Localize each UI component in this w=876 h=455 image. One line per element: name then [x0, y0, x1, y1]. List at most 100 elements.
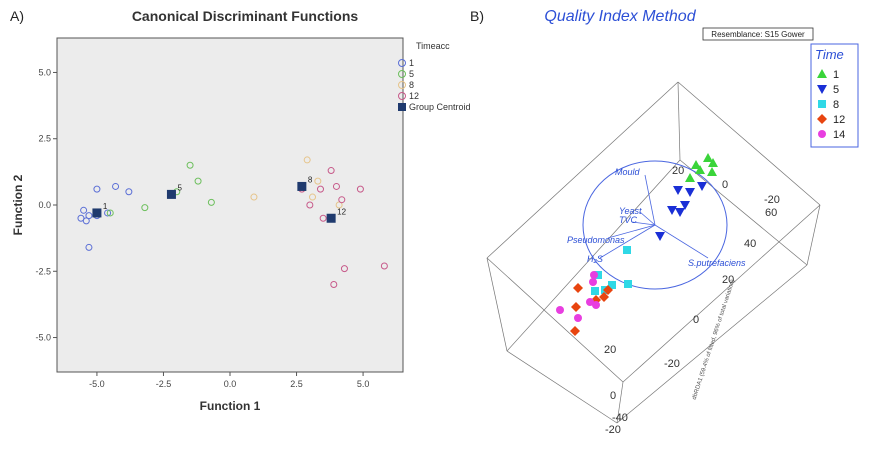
tick-label: 60	[765, 207, 777, 219]
data-markers	[556, 153, 718, 336]
centroid-label: 5	[177, 183, 182, 192]
legend-marker	[398, 59, 406, 67]
data-point-time-5	[141, 204, 149, 212]
tick-label: -20	[664, 358, 680, 370]
x-tick-label: -5.0	[89, 379, 105, 389]
data-marker-time-12	[570, 326, 580, 336]
x-tick-label: 5.0	[357, 379, 370, 389]
data-marker-time-12	[571, 302, 581, 312]
tick-label: 40	[744, 238, 756, 250]
x-axis-title: Function 1	[200, 399, 261, 413]
data-point-time-8	[335, 201, 343, 209]
data-marker-time-14	[586, 298, 594, 306]
legend-marker	[398, 92, 406, 100]
data-marker-time-8	[623, 246, 631, 254]
tick-label: -20	[605, 424, 621, 436]
legend-marker	[398, 81, 406, 89]
data-point-time-1	[104, 209, 112, 217]
data-point-time-12	[340, 265, 348, 273]
data-points	[77, 156, 388, 289]
legend-marker	[817, 114, 827, 124]
data-marker-time-8	[608, 281, 616, 289]
vector-label-tvc: TVC	[619, 215, 638, 225]
y-tick-label: -5.0	[35, 333, 51, 343]
qim-title: Quality Index Method	[544, 8, 696, 25]
data-point-time-12	[306, 201, 314, 209]
data-marker-time-12	[603, 285, 613, 295]
data-point-time-8	[314, 177, 322, 185]
data-point-time-1	[80, 206, 88, 214]
legend-marker-centroid	[398, 103, 406, 111]
legend-marker	[817, 69, 827, 78]
tick-label: 0	[722, 179, 728, 191]
y-tick-label: 2.5	[38, 134, 51, 144]
data-marker-time-12	[573, 283, 583, 293]
legend-label: 1	[833, 69, 839, 81]
panel-b-letter: B)	[470, 8, 484, 24]
legend-label: 14	[833, 129, 845, 141]
y-tick-label: 0.0	[38, 200, 51, 210]
y-axis-title: Function 2	[11, 174, 25, 235]
data-point-time-5	[186, 161, 194, 169]
data-point-time-12	[316, 185, 324, 193]
data-marker-time-5	[655, 232, 665, 241]
tick-label: 0	[693, 314, 699, 326]
x-tick-label: -2.5	[156, 379, 172, 389]
x-tick-label: 2.5	[290, 379, 303, 389]
data-marker-time-14	[574, 314, 582, 322]
data-marker-time-1	[685, 173, 695, 182]
data-point-time-8	[250, 193, 258, 201]
axis-ticks: -5.0 -2.5 0.0 2.5 5.0 5.0 2.5 0.0 -2.5 -5.0	[35, 67, 369, 389]
data-point-time-12	[380, 262, 388, 270]
data-marker-time-14	[589, 278, 597, 286]
group-centroid	[92, 208, 102, 218]
data-marker-time-12	[599, 292, 609, 302]
data-marker-time-1	[691, 160, 701, 169]
legend-marker	[818, 100, 826, 108]
legend-label: 12	[833, 114, 845, 126]
data-marker-time-5	[697, 182, 707, 191]
data-point-time-5	[194, 177, 202, 185]
data-point-time-1	[85, 243, 93, 251]
data-point-time-12	[332, 182, 340, 190]
legend-label: 8	[409, 80, 414, 90]
panel-a-letter: A)	[10, 8, 24, 24]
tick-label: 20	[722, 274, 734, 286]
vector-label-pseudomonas: Pseudomonas	[567, 235, 625, 245]
resemblance-box	[702, 27, 814, 41]
legend-label: 5	[833, 84, 839, 96]
legend-label: 5	[409, 69, 414, 79]
data-marker-time-14	[556, 306, 564, 314]
centroid-label: 8	[308, 175, 313, 184]
vector-label-s-putrefaciens: S.putrefaciens	[688, 258, 746, 268]
panel-b: B) Quality Index Method Resemblance: S15…	[470, 8, 859, 436]
legend-marker	[817, 85, 827, 94]
data-point-time-12	[338, 196, 346, 204]
vector-label-h2s: H₂S	[587, 254, 603, 264]
time-legend: Time 1 5 8 12 14	[810, 43, 859, 148]
data-point-time-12	[327, 167, 335, 175]
data-point-time-1	[85, 212, 93, 220]
tick-label: -40	[612, 412, 628, 424]
legend-marker	[818, 130, 826, 138]
data-marker-time-5	[685, 188, 695, 197]
x-tick-label: 0.0	[224, 379, 237, 389]
data-marker-time-8	[591, 287, 599, 295]
legend-title: Time	[815, 47, 844, 62]
data-marker-time-1	[695, 165, 705, 174]
data-marker-time-14	[592, 301, 600, 309]
data-point-time-8	[309, 193, 317, 201]
centroid-label: 12	[337, 207, 346, 216]
panel-a: A) Canonical Discriminant Functions -5.0…	[10, 8, 471, 413]
data-marker-time-8	[624, 280, 632, 288]
data-marker-time-1	[703, 153, 713, 162]
legend-title: Timeacc	[416, 41, 450, 51]
centroid-label: 1	[103, 202, 108, 211]
data-marker-time-5	[675, 208, 685, 217]
data-point-time-8	[303, 156, 311, 164]
tick-label: 0	[610, 390, 616, 402]
data-point-time-12	[319, 214, 327, 222]
vector-label-mould: Mould	[615, 167, 641, 177]
